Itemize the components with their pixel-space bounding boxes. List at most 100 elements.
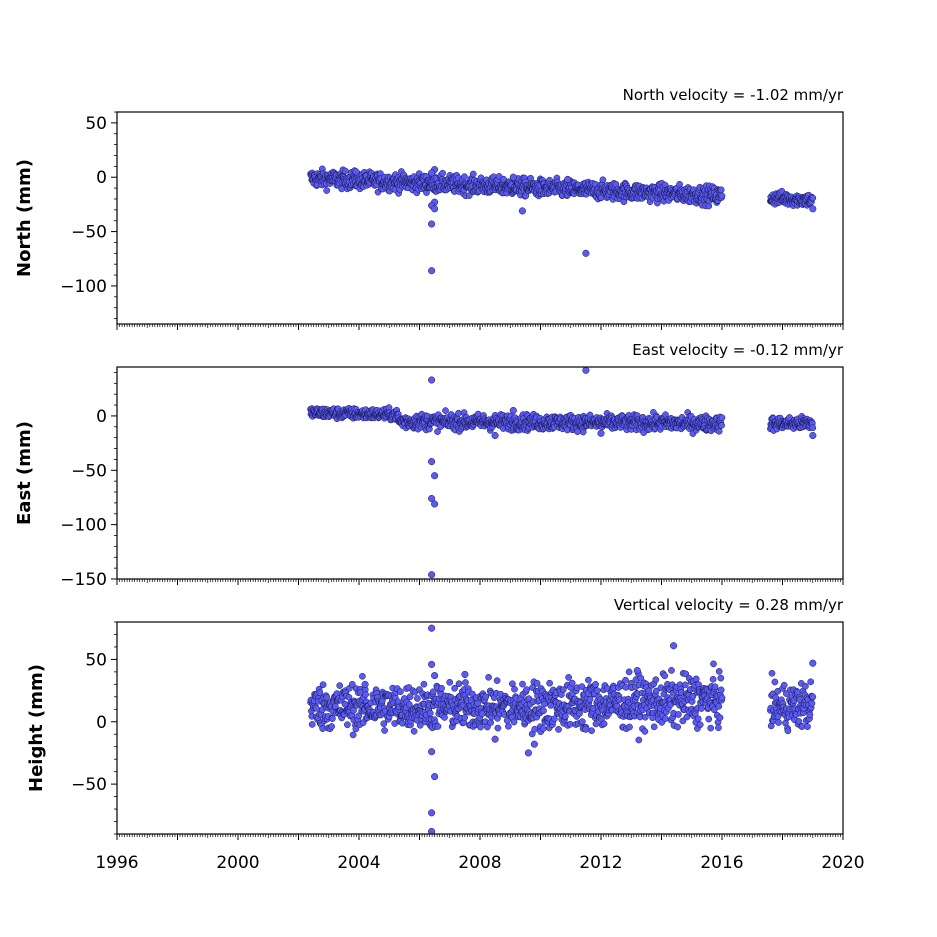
data-point xyxy=(434,428,441,435)
data-point xyxy=(780,681,788,689)
outlier-point xyxy=(428,220,436,228)
data-point xyxy=(434,723,442,730)
data-point xyxy=(493,677,501,684)
data-point xyxy=(707,724,715,732)
data-point xyxy=(641,713,649,721)
data-point xyxy=(715,427,723,435)
data-point xyxy=(405,701,413,708)
data-point xyxy=(804,723,811,731)
data-point xyxy=(716,714,724,721)
data-point xyxy=(546,679,553,687)
data-point xyxy=(523,686,530,693)
data-point xyxy=(565,674,572,681)
data-point xyxy=(675,711,682,718)
y-tick-label: −50 xyxy=(71,775,107,795)
data-point xyxy=(494,724,502,732)
outlier-point xyxy=(509,173,517,181)
data-point xyxy=(600,720,608,728)
data-point xyxy=(410,727,418,735)
panels: 50 0 −50 −100 North velocity = -1.02 mm/yr No… xyxy=(14,86,865,873)
data-point xyxy=(316,689,324,696)
data-point xyxy=(681,681,689,689)
y-axis-label: East (mm) xyxy=(14,421,35,525)
data-point xyxy=(588,727,595,735)
data-point xyxy=(592,720,600,728)
outlier-point xyxy=(428,571,436,579)
outlier-point xyxy=(428,660,436,668)
data-points xyxy=(307,165,817,275)
data-point xyxy=(694,715,702,723)
outlier-point xyxy=(809,205,817,213)
data-point xyxy=(622,683,630,691)
data-point xyxy=(462,679,469,686)
data-point xyxy=(555,726,562,733)
panel-2: 50 0 −50 Vertical velocity = 0.28 mm/yr Heig… xyxy=(26,596,865,873)
data-point xyxy=(661,672,669,680)
data-point xyxy=(710,660,717,668)
data-point xyxy=(323,187,331,194)
outlier-point xyxy=(524,749,532,757)
outlier-point xyxy=(597,429,605,437)
y-tick-label: 0 xyxy=(96,168,107,188)
data-point xyxy=(510,718,518,726)
data-point xyxy=(547,702,555,709)
data-point xyxy=(446,678,454,686)
data-point xyxy=(709,675,717,683)
outlier-point xyxy=(428,494,436,503)
outlier-point xyxy=(582,725,590,733)
x-tick-label: 2004 xyxy=(337,853,380,873)
data-point xyxy=(775,719,782,726)
data-point xyxy=(355,712,363,720)
data-point xyxy=(429,688,437,696)
data-point xyxy=(397,688,404,696)
y-tick-label: 0 xyxy=(96,407,107,427)
panel-0: 50 0 −50 −100 North velocity = -1.02 mm/yr No… xyxy=(14,86,844,330)
outlier-point xyxy=(431,472,439,480)
data-point xyxy=(312,704,320,712)
data-point xyxy=(711,683,719,691)
outlier-point xyxy=(431,672,439,680)
data-point xyxy=(484,723,491,731)
data-point xyxy=(718,694,726,702)
data-point xyxy=(533,679,541,687)
data-point xyxy=(774,687,782,695)
data-point xyxy=(455,680,463,688)
data-point xyxy=(308,721,316,728)
data-point xyxy=(541,700,548,708)
data-point xyxy=(511,685,518,693)
data-point xyxy=(622,676,629,684)
y-tick-label: 50 xyxy=(85,650,107,670)
data-point xyxy=(768,669,776,677)
data-point xyxy=(784,727,792,735)
data-point xyxy=(809,693,817,701)
data-point xyxy=(341,167,349,175)
data-point xyxy=(477,723,484,731)
data-point xyxy=(809,194,817,202)
data-point xyxy=(349,731,357,739)
data-point xyxy=(717,674,725,682)
y-tick-label: −100 xyxy=(60,277,107,297)
panel-1: 0 −50 −100 −150 East velocity = -0.12 mm/yr E… xyxy=(14,341,844,590)
data-point xyxy=(336,682,344,689)
data-point xyxy=(592,681,599,688)
x-tick-label: 2008 xyxy=(458,853,501,873)
y-axis-label: North (mm) xyxy=(14,159,35,277)
data-point xyxy=(710,706,718,714)
outlier-point xyxy=(518,207,526,215)
data-point xyxy=(599,176,607,184)
data-point xyxy=(689,692,697,700)
data-point xyxy=(319,681,327,689)
data-point xyxy=(485,673,492,681)
data-point xyxy=(420,680,428,688)
y-tick-label: 50 xyxy=(85,114,107,134)
data-point xyxy=(662,715,669,722)
data-point xyxy=(329,715,336,722)
x-tick-label: 2012 xyxy=(579,853,622,873)
data-point xyxy=(505,722,512,730)
outlier-point xyxy=(491,735,499,743)
outlier-point xyxy=(428,267,436,275)
data-point xyxy=(540,707,547,715)
data-points xyxy=(307,624,817,834)
panel-title: Vertical velocity = 0.28 mm/yr xyxy=(614,596,844,614)
plot-frame xyxy=(116,111,844,325)
